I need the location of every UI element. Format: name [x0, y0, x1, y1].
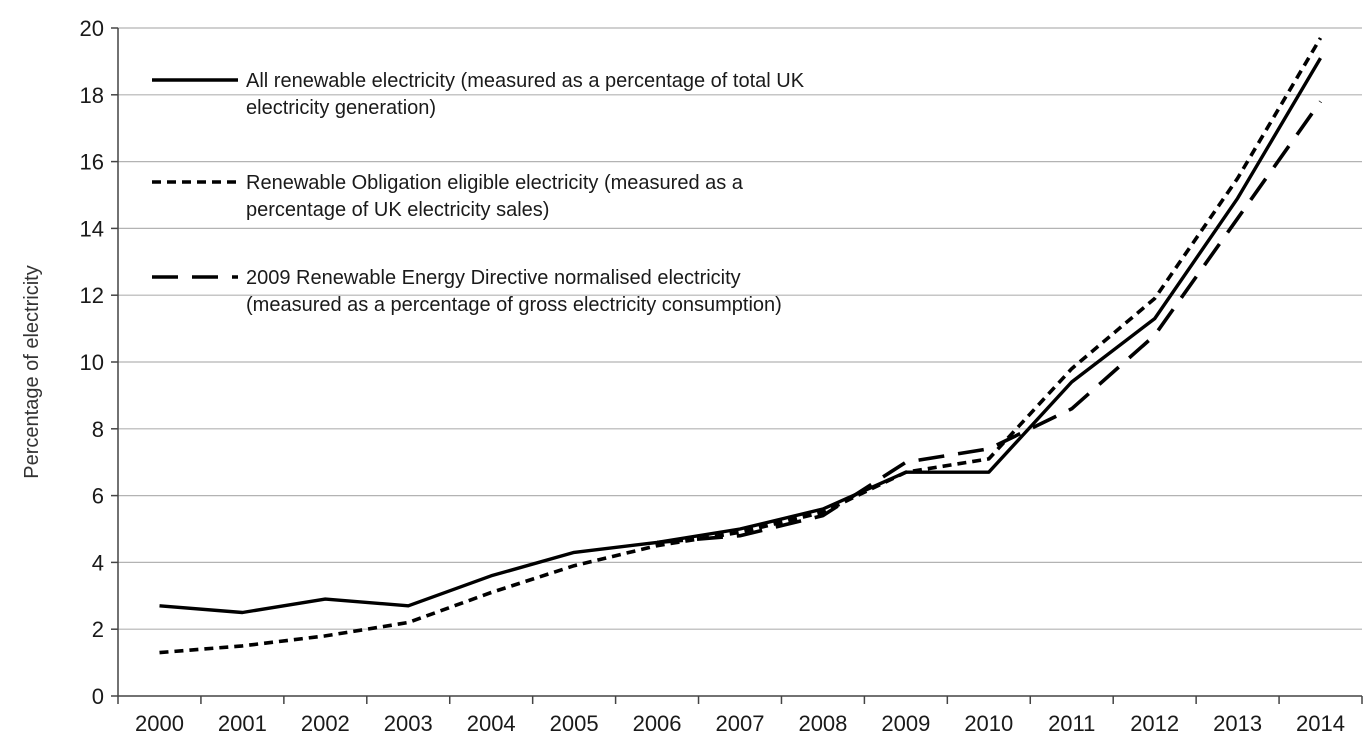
legend-label: electricity generation) [246, 97, 436, 119]
y-tick-label: 18 [80, 83, 104, 108]
y-tick-label: 14 [80, 216, 104, 241]
x-tick-label: 2005 [550, 711, 599, 736]
series-line-1 [159, 57, 1322, 615]
y-tick-label: 6 [92, 484, 104, 509]
axes [111, 27, 1363, 704]
x-tick-label: 2000 [135, 711, 184, 736]
x-tick-label: 2011 [1048, 711, 1095, 736]
series-line-3 [656, 100, 1322, 545]
x-tick-label: 2007 [716, 711, 765, 736]
x-tick-label: 2014 [1296, 711, 1345, 736]
x-tick-label: 2010 [964, 711, 1013, 736]
x-tick-label: 2001 [218, 711, 267, 736]
x-tick-label: 2002 [301, 711, 350, 736]
x-tick-label: 2006 [633, 711, 682, 736]
legend-label: 2009 Renewable Energy Directive normalis… [246, 267, 741, 289]
y-tick-label: 20 [80, 16, 104, 41]
x-tick-label: 2008 [798, 711, 847, 736]
x-tick-label: 2012 [1130, 711, 1179, 736]
x-tick-label: 2009 [881, 711, 930, 736]
series-lines [159, 37, 1323, 655]
legend-label: percentage of UK electricity sales) [246, 199, 549, 221]
x-tick-label: 2004 [467, 711, 516, 736]
y-tick-labels: 0 2 4 6 8 10 12 14 16 18 20 [80, 16, 104, 709]
x-tick-labels: 2000 2001 2002 2003 2004 2005 2006 2007 2008 2009… [135, 711, 1345, 736]
x-tick-label: 2013 [1213, 711, 1262, 736]
y-tick-label: 0 [92, 684, 104, 709]
y-tick-label: 16 [80, 150, 104, 175]
y-tick-label: 2 [92, 617, 104, 642]
x-tick-label: 2003 [384, 711, 433, 736]
legend-label: (measured as a percentage of gross elect… [246, 294, 782, 316]
series-line-2 [159, 37, 1323, 655]
legend-label: All renewable electricity (measured as a… [246, 70, 805, 92]
y-tick-label: 4 [92, 550, 104, 575]
y-tick-label: 10 [80, 350, 104, 375]
y-tick-label: 12 [80, 283, 104, 308]
legend-label: Renewable Obligation eligible electricit… [246, 172, 744, 194]
y-axis-title: Percentage of electricity [21, 265, 43, 478]
legend: All renewable electricity (measured as a… [152, 70, 805, 316]
gridlines [118, 27, 1362, 630]
y-tick-label: 8 [92, 417, 104, 442]
